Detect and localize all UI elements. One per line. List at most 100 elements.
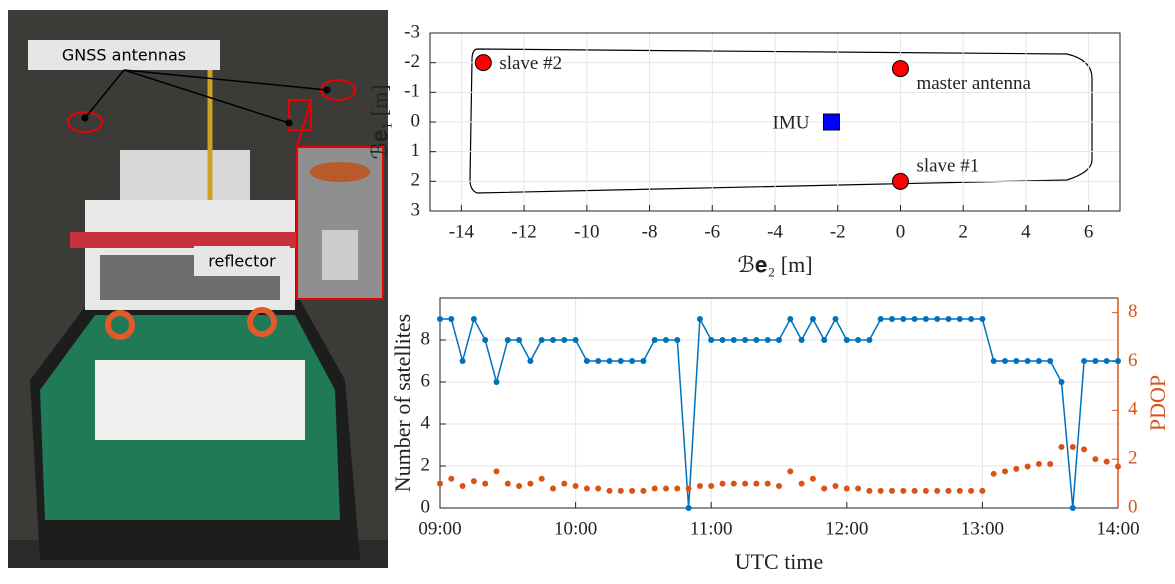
y2-tick-label: 8 xyxy=(1128,301,1138,322)
point xyxy=(617,487,624,494)
point xyxy=(482,480,489,487)
point xyxy=(956,316,963,322)
x-tick-label: 6 xyxy=(1084,221,1094,242)
point xyxy=(1035,461,1042,468)
point xyxy=(945,316,952,322)
point xyxy=(891,172,909,190)
point xyxy=(753,480,760,487)
point xyxy=(1002,358,1008,364)
point xyxy=(538,475,545,482)
point xyxy=(719,480,726,487)
point xyxy=(493,379,500,385)
point xyxy=(877,487,884,494)
point xyxy=(504,337,511,343)
x-tick-label: 2 xyxy=(958,221,968,242)
point xyxy=(470,478,477,485)
point xyxy=(663,337,669,343)
x-axis-label: UTC time xyxy=(735,549,824,574)
point xyxy=(968,487,975,494)
point xyxy=(572,337,579,343)
point xyxy=(1081,446,1088,453)
point xyxy=(561,337,568,343)
point xyxy=(843,337,850,343)
x-tick-label: 10:00 xyxy=(554,518,597,539)
photo-label: GNSS antennas xyxy=(62,46,186,65)
point xyxy=(663,485,669,492)
point xyxy=(696,483,703,490)
point xyxy=(719,337,726,343)
x-tick-label: -12 xyxy=(511,221,536,242)
point xyxy=(482,337,489,343)
point xyxy=(730,337,737,343)
y2-axis-label: PDOP xyxy=(1145,375,1170,431)
point xyxy=(504,480,511,487)
point xyxy=(685,505,692,511)
point xyxy=(945,487,952,494)
point xyxy=(900,316,907,322)
point xyxy=(448,475,455,482)
point xyxy=(911,487,918,494)
point xyxy=(787,316,794,322)
point xyxy=(809,316,816,322)
y-tick-label: 1 xyxy=(411,140,421,161)
point xyxy=(1058,379,1065,385)
point xyxy=(922,487,929,494)
point xyxy=(1103,358,1110,364)
y2-tick-label: 6 xyxy=(1128,350,1138,371)
point xyxy=(1092,358,1099,364)
point xyxy=(516,483,523,490)
point xyxy=(1115,463,1121,470)
y-tick-label: 0 xyxy=(421,496,431,517)
point xyxy=(629,358,636,364)
x-tick-label: -6 xyxy=(704,221,720,242)
point xyxy=(787,468,794,475)
point xyxy=(595,358,602,364)
y-tick-label: 0 xyxy=(411,110,421,131)
point xyxy=(527,358,534,364)
point xyxy=(606,358,613,364)
y-tick-label: -1 xyxy=(404,81,420,102)
point xyxy=(583,485,590,492)
point xyxy=(891,60,909,78)
point xyxy=(470,316,477,322)
y-tick-label: 3 xyxy=(411,199,421,220)
point xyxy=(640,358,647,364)
point xyxy=(708,483,715,490)
x-tick-label: 4 xyxy=(1021,221,1031,242)
point xyxy=(843,485,850,492)
x-tick-label: 13:00 xyxy=(961,518,1004,539)
point xyxy=(753,337,760,343)
point xyxy=(855,485,862,492)
point xyxy=(956,487,963,494)
point xyxy=(561,480,568,487)
point xyxy=(550,337,556,343)
point xyxy=(572,483,579,490)
point xyxy=(595,485,602,492)
point xyxy=(459,358,466,364)
point xyxy=(538,337,545,343)
point xyxy=(696,316,703,322)
point-label: IMU xyxy=(773,112,810,133)
point xyxy=(742,480,749,487)
point xyxy=(1002,468,1008,475)
x-tick-label: 14:00 xyxy=(1096,518,1139,539)
point xyxy=(516,337,523,343)
point xyxy=(1013,465,1020,472)
point xyxy=(437,316,443,322)
point xyxy=(911,316,918,322)
point xyxy=(832,316,839,322)
photo: GNSS antennas reflector xyxy=(8,10,388,568)
point xyxy=(821,485,828,492)
point xyxy=(1047,461,1054,468)
photo-label: reflector xyxy=(208,252,276,271)
y-tick-label: -3 xyxy=(404,21,420,42)
x-tick-label: -10 xyxy=(574,221,599,242)
point xyxy=(934,316,941,322)
point xyxy=(1092,456,1099,463)
point xyxy=(550,485,556,492)
x-axis-label: ℬ𝐞₂ [m] xyxy=(737,252,812,277)
point xyxy=(1069,443,1076,450)
x-tick-label: -2 xyxy=(830,221,846,242)
y-axis-label: ℬ𝐞₁ [m] xyxy=(367,84,392,159)
point xyxy=(606,487,613,494)
